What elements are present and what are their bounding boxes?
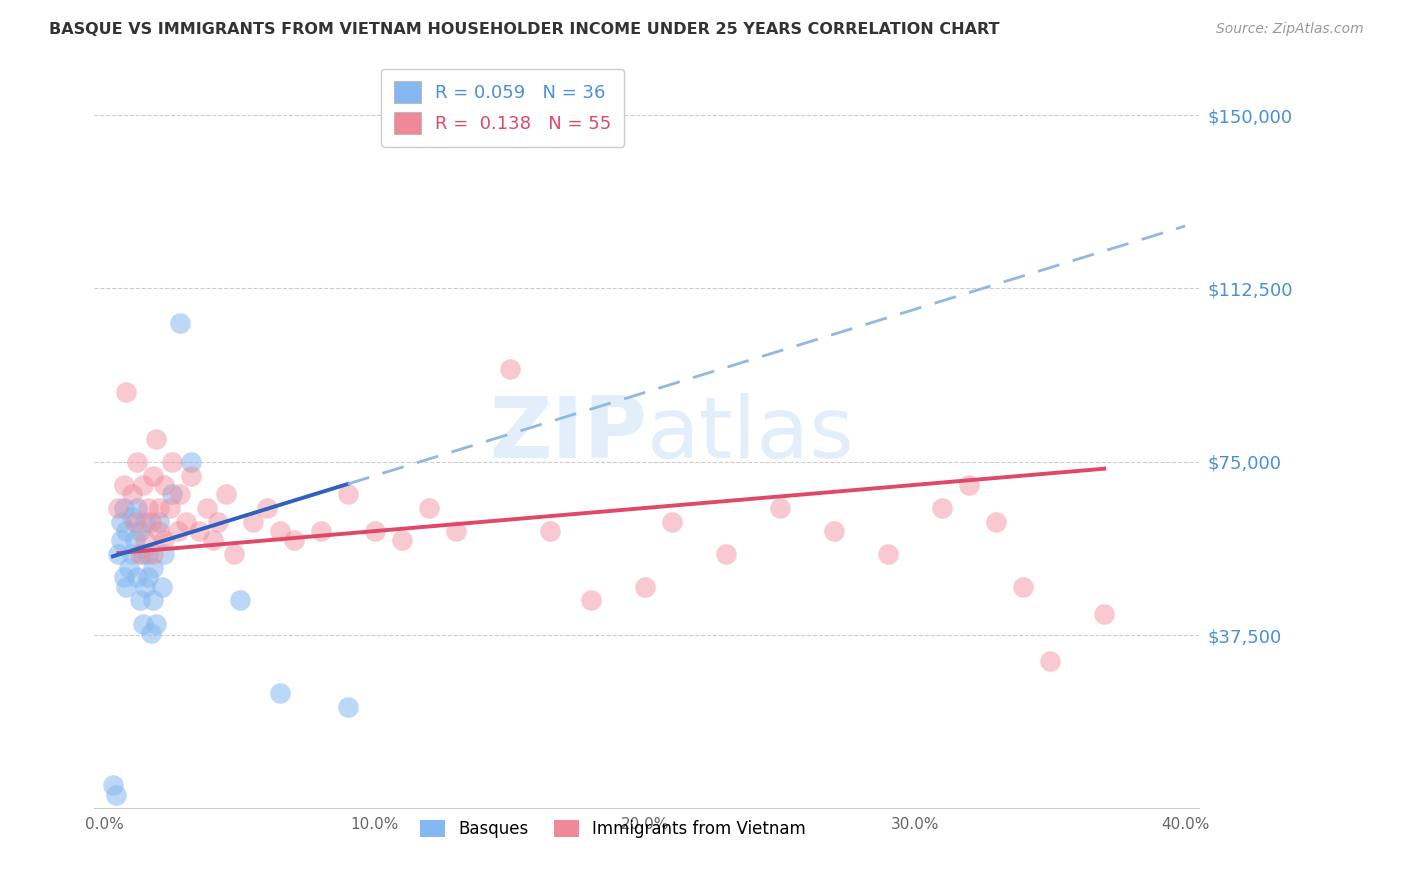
Point [634, 580, 657, 594]
Point [134, 533, 156, 548]
Point [1039, 653, 1062, 667]
Point [336, 487, 359, 501]
Point [145, 432, 167, 446]
Point [180, 455, 202, 469]
Point [124, 515, 146, 529]
Point [418, 500, 440, 515]
Point [269, 686, 291, 700]
Point [129, 524, 152, 538]
Text: ZIP: ZIP [489, 392, 647, 475]
Point [127, 455, 149, 469]
Point [142, 561, 165, 575]
Point [336, 699, 359, 714]
Point [112, 478, 135, 492]
Legend: Basques, Immigrants from Vietnam: Basques, Immigrants from Vietnam [413, 814, 813, 845]
Point [540, 524, 562, 538]
Point [180, 468, 202, 483]
Point [145, 616, 167, 631]
Point [269, 524, 291, 538]
Point [309, 524, 332, 538]
Point [197, 500, 219, 515]
Point [242, 515, 264, 529]
Point [131, 547, 153, 561]
Point [931, 500, 953, 515]
Text: atlas: atlas [647, 392, 855, 475]
Point [107, 500, 129, 515]
Point [104, 788, 127, 802]
Point [162, 487, 184, 501]
Point [139, 625, 162, 640]
Point [136, 547, 159, 561]
Point [188, 524, 211, 538]
Point [131, 616, 153, 631]
Point [139, 515, 162, 529]
Point [207, 515, 229, 529]
Point [499, 362, 522, 376]
Point [112, 500, 135, 515]
Point [364, 524, 387, 538]
Point [121, 510, 143, 524]
Point [107, 547, 129, 561]
Point [169, 487, 191, 501]
Point [391, 533, 413, 548]
Point [150, 580, 173, 594]
Point [174, 515, 197, 529]
Point [256, 500, 278, 515]
Point [148, 515, 170, 529]
Point [136, 570, 159, 584]
Point [134, 580, 156, 594]
Point [444, 524, 467, 538]
Point [101, 778, 124, 792]
Text: BASQUE VS IMMIGRANTS FROM VIETNAM HOUSEHOLDER INCOME UNDER 25 YEARS CORRELATION : BASQUE VS IMMIGRANTS FROM VIETNAM HOUSEH… [49, 22, 1000, 37]
Text: Source: ZipAtlas.com: Source: ZipAtlas.com [1216, 22, 1364, 37]
Point [229, 593, 252, 607]
Point [153, 478, 176, 492]
Point [115, 524, 138, 538]
Point [124, 533, 146, 548]
Point [877, 547, 900, 561]
Point [162, 455, 184, 469]
Point [115, 385, 138, 400]
Point [153, 547, 176, 561]
Point [283, 533, 305, 548]
Point [129, 547, 152, 561]
Point [148, 524, 170, 538]
Point [169, 316, 191, 330]
Point [148, 500, 170, 515]
Point [127, 500, 149, 515]
Point [136, 500, 159, 515]
Point [215, 487, 238, 501]
Point [142, 547, 165, 561]
Point [129, 593, 152, 607]
Point [115, 580, 138, 594]
Point [769, 500, 792, 515]
Point [579, 593, 602, 607]
Point [121, 487, 143, 501]
Point [127, 570, 149, 584]
Point [131, 478, 153, 492]
Point [661, 515, 683, 529]
Point [1092, 607, 1115, 622]
Point [1012, 580, 1035, 594]
Point [823, 524, 845, 538]
Point [224, 547, 246, 561]
Point [134, 515, 156, 529]
Point [714, 547, 737, 561]
Point [986, 515, 1008, 529]
Point [153, 533, 176, 548]
Point [110, 515, 132, 529]
Point [201, 533, 224, 548]
Point [957, 478, 980, 492]
Point [110, 533, 132, 548]
Point [142, 593, 165, 607]
Point [166, 524, 188, 538]
Point [112, 570, 135, 584]
Point [121, 547, 143, 561]
Point [118, 561, 141, 575]
Point [159, 500, 181, 515]
Point [142, 468, 165, 483]
